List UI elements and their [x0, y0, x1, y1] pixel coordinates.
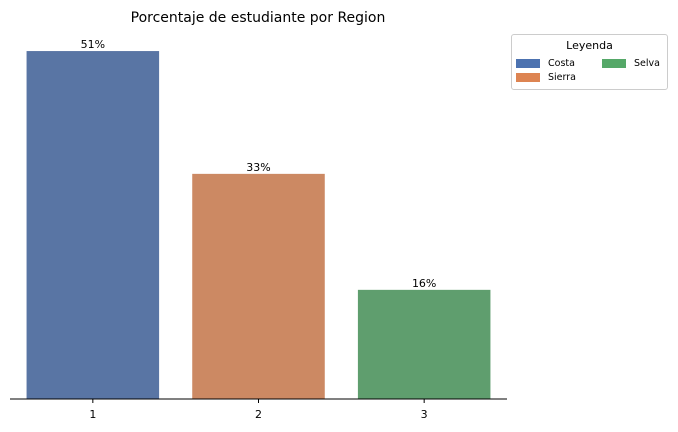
- x-tick-label-3: 3: [421, 408, 428, 421]
- data-label-2: 33%: [246, 161, 270, 174]
- bar-1: [26, 51, 160, 399]
- x-tick-label-1: 1: [89, 408, 96, 421]
- legend-label-sierra: Sierra: [548, 72, 576, 83]
- legend-label-selva: Selva: [634, 58, 660, 69]
- bar-2: [192, 173, 325, 399]
- bar-3: [357, 289, 491, 399]
- bars-group: [26, 51, 491, 399]
- legend-swatch-sierra: [516, 73, 540, 82]
- data-label-3: 16%: [412, 277, 436, 290]
- x-tick-label-2: 2: [255, 408, 262, 421]
- legend-swatch-costa: [516, 59, 540, 68]
- legend-title: Leyenda: [566, 39, 613, 52]
- data-labels-group: 51% 33% 16%: [81, 38, 437, 290]
- chart-title: Porcentaje de estudiante por Region: [131, 10, 386, 26]
- data-label-1: 51%: [81, 38, 105, 51]
- legend-item-costa: Costa: [516, 58, 575, 69]
- legend-swatch-selva: [602, 59, 626, 68]
- x-ticks-group: 1 2 3: [89, 399, 428, 421]
- legend-label-costa: Costa: [548, 58, 575, 69]
- legend: Leyenda Costa Sierra Selva: [511, 34, 668, 90]
- legend-item-sierra: Sierra: [516, 72, 576, 83]
- legend-item-selva: Selva: [602, 58, 660, 69]
